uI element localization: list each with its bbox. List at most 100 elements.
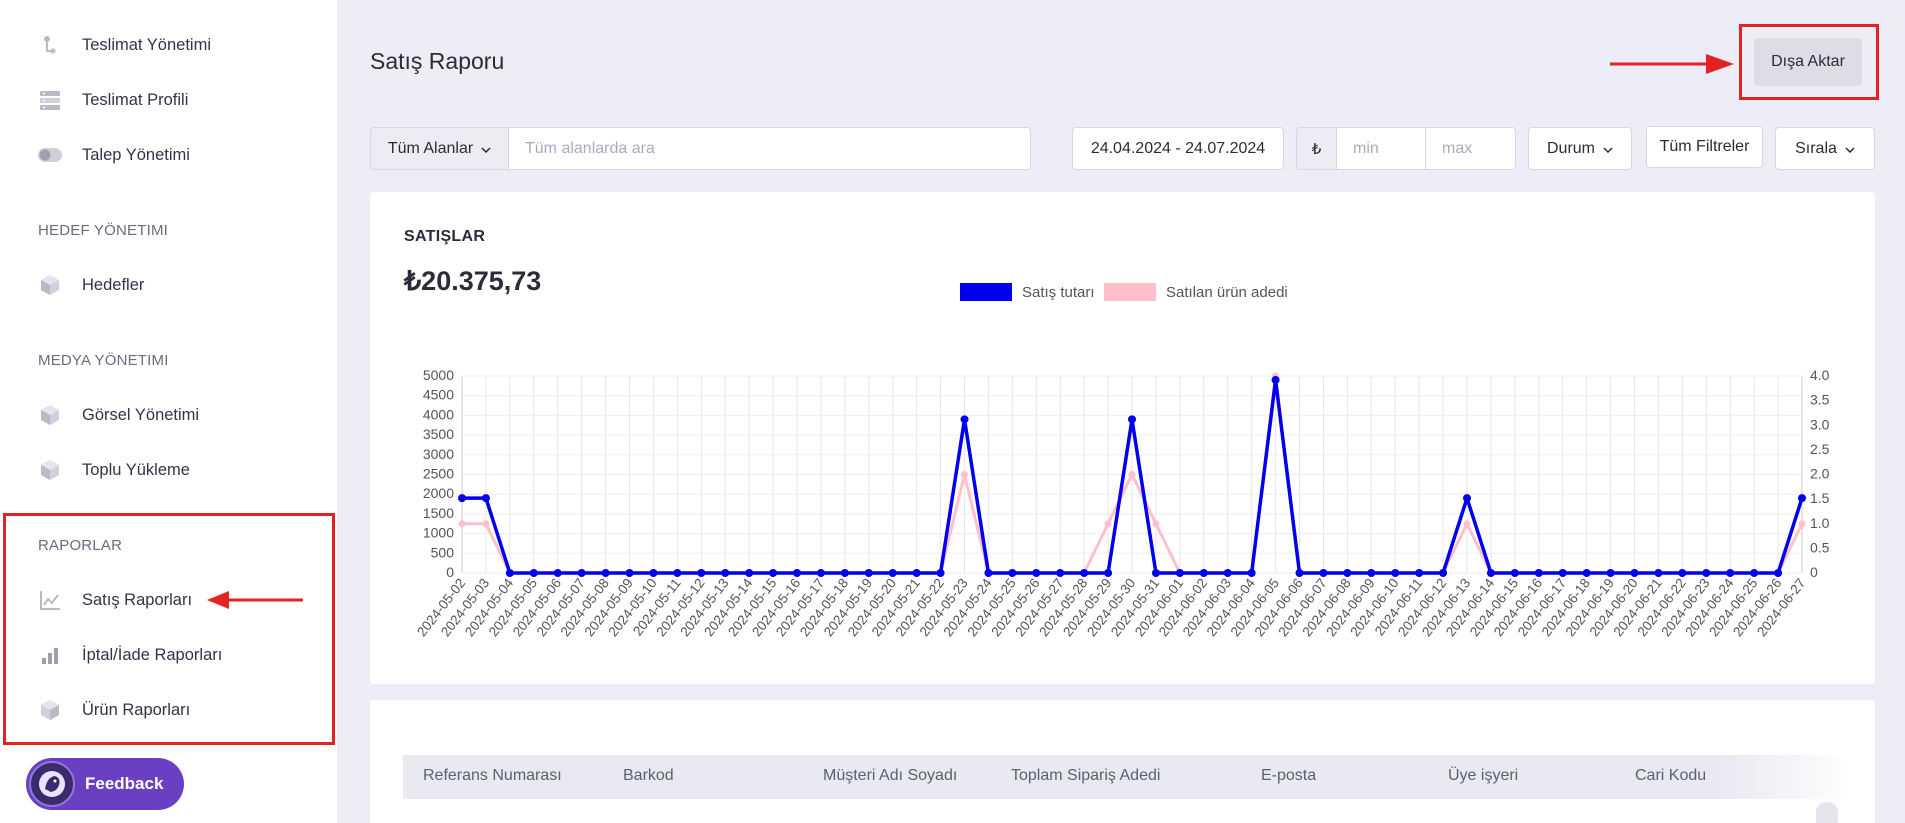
cube-icon [38,458,62,482]
data-point [1606,569,1615,577]
data-point [1463,520,1471,528]
y-right-tick-label: 4.0 [1810,367,1830,383]
sidebar-item-iptal-iade-raporlari[interactable]: İptal/İade Raporları [38,641,222,669]
toggle-icon [38,143,62,167]
data-point [1654,569,1663,577]
y-left-tick-label: 5000 [423,367,454,383]
data-point [529,569,538,577]
data-point [1175,569,1184,577]
data-point [1726,569,1735,577]
status-label: Durum [1546,139,1595,157]
y-right-tick-label: 1.0 [1810,515,1830,531]
data-point [1056,569,1065,577]
data-point [1486,569,1495,577]
page-title: Satış Raporu [370,48,505,74]
legend-swatch [1104,283,1156,301]
status-dropdown[interactable]: Durum [1528,127,1632,170]
data-point [1247,569,1256,577]
cube-icon [38,403,62,427]
arrow-annotation-icon [207,591,303,609]
date-range-picker[interactable]: 24.04.2024 - 24.07.2024 [1072,127,1284,170]
column-header[interactable]: Üye işyeri [1448,767,1519,784]
section-title-reports: RAPORLAR [38,537,123,554]
y-left-tick-label: 4500 [423,387,454,403]
column-header[interactable]: Barkod [623,767,674,784]
sidebar-item-talep-yonetimi[interactable]: Talep Yönetimi [38,141,190,169]
data-point [1080,569,1089,577]
data-point [1367,569,1376,577]
sidebar-item-teslimat-yonetimi[interactable]: Teslimat Yönetimi [38,31,211,59]
data-point [1534,569,1543,577]
column-header[interactable]: Referans Numarası [423,767,562,784]
chevron-down-icon [481,140,491,158]
sidebar-item-teslimat-profili[interactable]: Teslimat Profili [38,86,188,114]
data-point [816,569,825,577]
data-point [601,569,610,577]
max-amount-input[interactable] [1426,128,1515,169]
server-icon [38,88,62,112]
sales-line-chart: 0 500 1000 1500 2000 2500 3000 3500 4000 4500 5000… [414,283,1830,639]
min-amount-input[interactable] [1337,128,1426,169]
all-filters-button[interactable]: Tüm Filtreler [1646,126,1763,168]
data-point [553,569,562,577]
field-select-label: Tüm Alanlar [387,139,474,157]
feedback-button[interactable]: Feedback [26,758,184,810]
search-input[interactable] [509,128,1030,169]
data-point [1343,569,1352,577]
sidebar-item-label: İptal/İade Raporları [82,645,223,664]
date-range-value: 24.04.2024 - 24.07.2024 [1090,139,1266,157]
data-point [1678,569,1687,577]
data-point [1128,471,1136,478]
data-point [1798,494,1806,503]
field-select-dropdown[interactable]: Tüm Alanlar [371,128,509,169]
data-point [1750,569,1759,577]
data-point [793,569,801,577]
search-filter-group: Tüm Alanlar [370,127,1031,170]
column-header[interactable]: Toplam Sipariş Adedi [1011,767,1161,784]
sidebar-item-hedefler[interactable]: Hedefler [38,271,144,299]
data-point [1630,569,1639,577]
feedback-label: Feedback [85,774,164,793]
sidebar-item-label: Talep Yönetimi [82,145,190,164]
column-header[interactable]: E-posta [1261,767,1317,784]
column-header[interactable]: Müşteri Adı Soyadı [823,767,958,784]
amount-range-filter: ₺ [1296,127,1516,170]
y-right-tick-label: 2.5 [1810,441,1830,457]
data-point [961,471,968,478]
sidebar-item-label: Toplu Yükleme [82,460,190,479]
y-right-tick-label: 3.5 [1810,392,1830,408]
all-filters-label: Tüm Filtreler [1659,138,1750,155]
table-header-row: Referans Numarası Barkod Müşteri Adı Soy… [403,755,1841,799]
sidebar-item-label: Teslimat Yönetimi [82,35,211,54]
legend-label: Satılan ürün adedi [1166,284,1288,301]
y-left-tick-label: 1000 [423,525,454,541]
column-header[interactable]: Cari Kodu [1635,767,1707,784]
y-left-tick-label: 3500 [423,426,454,442]
y-left-tick-label: 1500 [423,505,454,521]
export-button[interactable]: Dışa Aktar [1754,38,1862,86]
data-point [458,520,466,528]
sort-dropdown[interactable]: Sırala [1775,127,1875,170]
reports-highlight-box [3,513,335,745]
data-point [1199,569,1208,577]
data-point [1151,569,1160,577]
sidebar-item-gorsel-yonetimi[interactable]: Görsel Yönetimi [38,401,199,429]
data-point [673,569,682,577]
sort-label: Sırala [1795,139,1837,157]
cube-icon [38,273,62,297]
sidebar-item-urun-raporlari[interactable]: Ürün Raporları [38,696,190,724]
data-point [1702,569,1711,577]
data-point [1558,569,1567,577]
data-point [984,569,993,577]
export-highlight-box [1739,24,1879,100]
sidebar-item-satis-raporlari[interactable]: Satış Raporları [38,586,192,614]
chevron-down-icon [1603,140,1613,158]
y-left-tick-label: 3000 [423,446,454,462]
data-point [1798,520,1806,528]
table-scrollbar[interactable] [1816,802,1838,823]
data-point [1295,569,1304,577]
data-point [697,569,706,577]
y-left-tick-label: 500 [431,544,455,560]
data-point [769,569,778,577]
sidebar-item-toplu-yukleme[interactable]: Toplu Yükleme [38,456,190,484]
